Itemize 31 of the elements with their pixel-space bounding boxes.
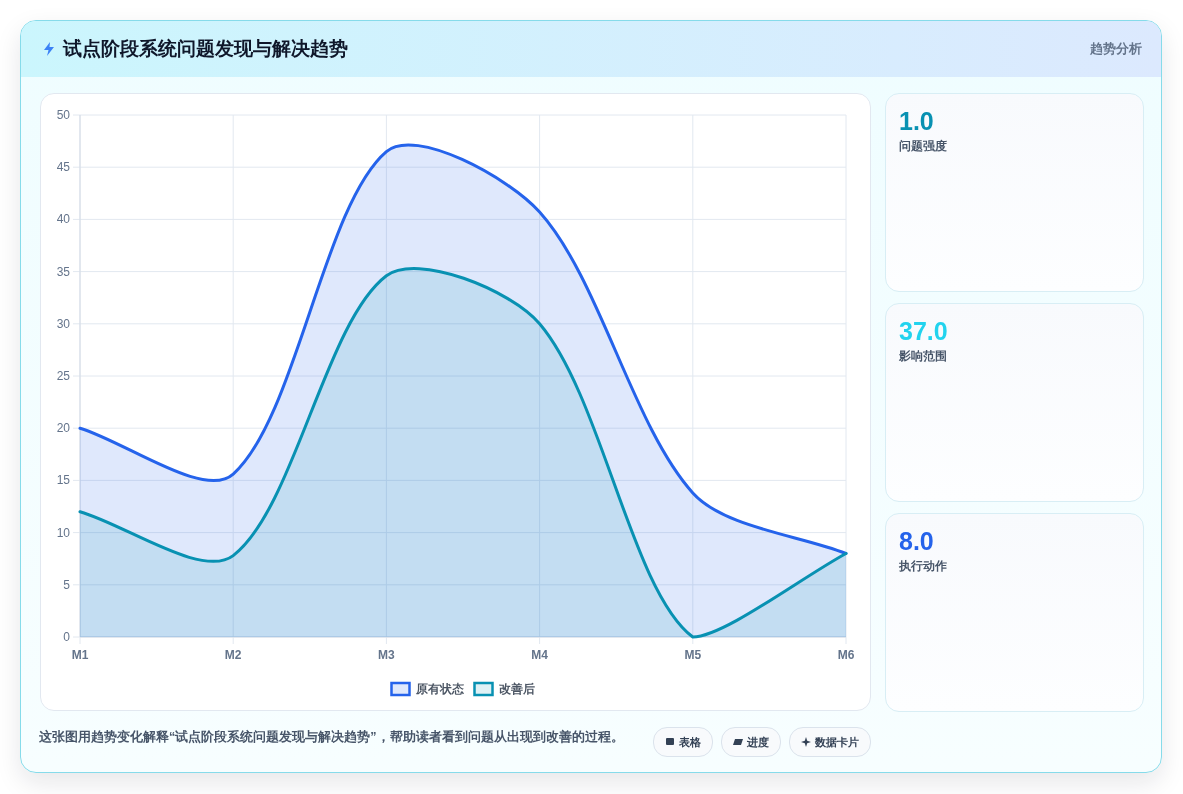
text: 这张图用趋势变化解释“试点阶段系统问题发现与解决趋势”，帮助读者看到问题从出现到改善的过程。	[39, 728, 624, 746]
x-tick-label: M5	[684, 648, 702, 662]
y-tick-label: 35	[56, 264, 71, 279]
x-tick-label: M1	[71, 648, 89, 662]
legend-label: 改善后	[498, 682, 535, 696]
x-tick-label: M4	[531, 648, 549, 662]
y-tick-label: 30	[56, 316, 71, 331]
text: 问题强度	[899, 138, 947, 154]
y-tick-label: 45	[56, 160, 71, 175]
text: 37.0	[899, 316, 948, 346]
x-tick-label: M3	[378, 648, 396, 662]
y-tick-label: 20	[56, 421, 71, 436]
text: 表格	[679, 734, 701, 750]
text: 进度	[747, 734, 769, 750]
chart-title: 试点阶段系统问题发现与解决趋势	[63, 37, 348, 61]
y-tick-label: 15	[56, 473, 71, 488]
y-tick-label: 0	[63, 630, 71, 644]
text: 趋势分析	[1090, 40, 1142, 58]
y-tick-label: 10	[56, 525, 71, 540]
x-tick-label: M6	[837, 648, 855, 662]
y-tick-label: 5	[63, 577, 71, 592]
legend-label: 原有状态	[414, 682, 465, 695]
y-tick-label: 40	[56, 212, 71, 227]
text: 8.0	[899, 526, 934, 556]
text: 影响范围	[899, 349, 947, 364]
y-tick-label: 25	[56, 369, 71, 383]
text: 1.0	[899, 106, 934, 136]
text: 执行动作	[899, 559, 947, 574]
text: 数据卡片	[815, 734, 859, 750]
y-tick-label: 50	[56, 108, 71, 122]
x-tick-label: M2	[224, 648, 242, 662]
